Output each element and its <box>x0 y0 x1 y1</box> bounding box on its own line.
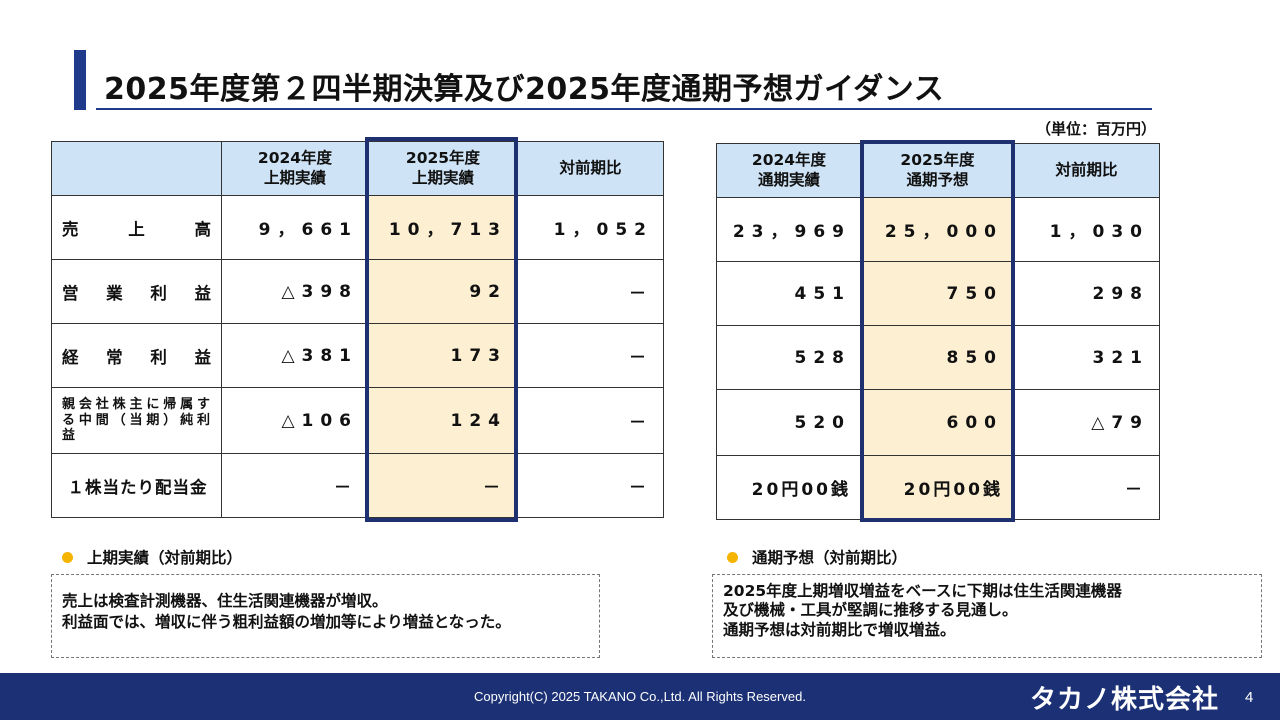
title-underline <box>96 108 1152 110</box>
note-line: 通期予想は対前期比で増収増益。 <box>723 620 956 639</box>
header-2024-fy-text: 2024年度 通期実績 <box>751 151 827 189</box>
cell-value: － <box>1013 455 1160 520</box>
row-label-dividend: １株当たり配当金 <box>51 453 222 518</box>
table-row: 528 850 321 <box>716 325 1160 390</box>
table-row: 経 常 利 益 △381 173 － <box>51 323 664 388</box>
cell-value: △79 <box>1013 389 1160 456</box>
note-line: 及び機械・工具が堅調に推移する見通し。 <box>723 601 1018 620</box>
table-row: 売 上 高 9，661 10，713 1，052 <box>51 195 664 260</box>
cell-value: 1，030 <box>1013 197 1160 262</box>
row-label-net-income: 親会社株主に帰属する中間（当期）純利益 <box>51 387 222 454</box>
table-row: １株当たり配当金 － － － <box>51 453 664 518</box>
header-2024-h1: 2024年度 上期実績 <box>221 141 369 196</box>
cell-value: 600 <box>861 389 1014 456</box>
header-yoy-text: 対前期比 <box>559 158 622 177</box>
cell-value: 23，969 <box>716 197 862 262</box>
table-row: 451 750 298 <box>716 261 1160 326</box>
copyright-text: Copyright(C) 2025 TAKANO Co.,Ltd. All Ri… <box>474 689 806 704</box>
cell-value: 1，052 <box>517 195 664 260</box>
full-year-notes-box: 2025年度上期増収増益をベースに下期は住生活関連機器 及び機械・工具が堅調に推… <box>712 574 1262 658</box>
cell-value: 528 <box>716 325 862 390</box>
row-label-ordinary-profit: 経 常 利 益 <box>51 323 222 388</box>
first-half-notes-heading-text: 上期実績（対前期比） <box>87 549 243 567</box>
cell-value: － <box>517 323 664 388</box>
header-yoy: 対前期比 <box>517 141 664 196</box>
cell-value: 321 <box>1013 325 1160 390</box>
first-half-notes-heading: 上期実績（対前期比） <box>62 546 242 568</box>
full-year-notes-heading-text: 通期予想（対前期比） <box>752 549 908 567</box>
cell-value: － <box>517 387 664 454</box>
cell-value: 124 <box>368 387 518 454</box>
cell-value: 173 <box>368 323 518 388</box>
cell-value: △106 <box>221 387 369 454</box>
title-accent-bar <box>74 50 86 110</box>
bullet-dot-icon <box>62 551 73 563</box>
cell-value: － <box>221 453 369 518</box>
cell-value: － <box>517 259 664 324</box>
table-header-row: 2024年度 上期実績 2025年度 上期実績 対前期比 <box>51 141 664 196</box>
table-row: 親会社株主に帰属する中間（当期）純利益 △106 124 － <box>51 387 664 454</box>
row-label-sales: 売 上 高 <box>51 195 222 260</box>
note-line: 売上は検査計測機器、住生活関連機器が増収。 <box>62 592 388 610</box>
cell-value: 20円00銭 <box>861 455 1014 520</box>
header-2025-h1-text: 2025年度 上期実績 <box>405 149 481 187</box>
header-2024-h1-text: 2024年度 上期実績 <box>257 149 333 187</box>
table-row: 520 600 △79 <box>716 389 1160 456</box>
cell-value: 451 <box>716 261 862 326</box>
header-yoy-text: 対前期比 <box>1055 160 1118 179</box>
cell-value: 10，713 <box>368 195 518 260</box>
cell-value: 298 <box>1013 261 1160 326</box>
cell-value: － <box>368 453 518 518</box>
cell-value: － <box>517 453 664 518</box>
header-blank <box>51 141 222 196</box>
note-line: 2025年度上期増収増益をベースに下期は住生活関連機器 <box>723 582 1122 600</box>
cell-value: 750 <box>861 261 1014 326</box>
cell-value: △398 <box>221 259 369 324</box>
table-row: 営 業 利 益 △398 92 － <box>51 259 664 324</box>
cell-value: 9，661 <box>221 195 369 260</box>
header-2025-fy: 2025年度 通期予想 <box>861 143 1014 198</box>
cell-value: 520 <box>716 389 862 456</box>
row-label-operating-profit: 営 業 利 益 <box>51 259 222 324</box>
company-logo: タカノ株式会社 <box>1030 685 1220 715</box>
note-line: 利益面では、増収に伴う粗利益額の増加等により増益となった。 <box>62 612 511 631</box>
cell-value: 25，000 <box>861 197 1014 262</box>
first-half-results-table: 2024年度 上期実績 2025年度 上期実績 対前期比 売 上 高 9，661… <box>51 141 664 518</box>
full-year-notes-heading: 通期予想（対前期比） <box>727 546 907 568</box>
bullet-dot-icon <box>727 551 738 563</box>
cell-value: 850 <box>861 325 1014 390</box>
table-row: 23，969 25，000 1，030 <box>716 197 1160 262</box>
table-header-row: 2024年度 通期実績 2025年度 通期予想 対前期比 <box>716 143 1160 198</box>
cell-value: 20円00銭 <box>716 455 862 520</box>
unit-label: （単位：百万円） <box>1035 120 1156 138</box>
header-2025-h1: 2025年度 上期実績 <box>368 141 518 196</box>
header-2025-fy-text: 2025年度 通期予想 <box>900 151 975 189</box>
first-half-notes-box: 売上は検査計測機器、住生活関連機器が増収。 利益面では、増収に伴う粗利益額の増加… <box>51 574 600 658</box>
header-yoy: 対前期比 <box>1013 143 1160 198</box>
full-year-forecast-table: 2024年度 通期実績 2025年度 通期予想 対前期比 23，969 25，0… <box>716 143 1160 520</box>
footer-bar: Copyright(C) 2025 TAKANO Co.,Ltd. All Ri… <box>0 673 1280 720</box>
page-title: 2025年度第２四半期決算及び2025年度通期予想ガイダンス <box>104 72 945 107</box>
cell-value: △381 <box>221 323 369 388</box>
cell-value: 92 <box>368 259 518 324</box>
header-2024-fy: 2024年度 通期実績 <box>716 143 862 198</box>
page-number: 4 <box>1245 689 1254 706</box>
table-row: 20円00銭 20円00銭 － <box>716 455 1160 520</box>
